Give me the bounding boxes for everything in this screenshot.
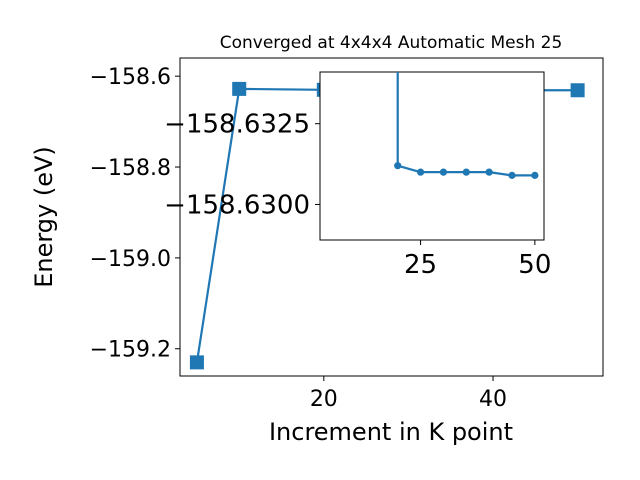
chart-title: Converged at 4x4x4 Automatic Mesh 25 [220,33,563,53]
y-axis-label: Energy (eV) [30,146,58,288]
main-y-tick-label: −159.2 [90,338,171,363]
main-data-point [232,81,247,96]
inset-data-point [531,171,539,179]
inset-y-tick-label: −158.6300 [164,190,310,220]
inset-series-line [396,72,535,177]
main-y-tick-label: −159.0 [90,247,171,272]
inset-ticks: 25 50 −158.6325 −158.6300 [164,110,551,280]
inset-data-point [485,168,493,176]
inset-data-point [439,168,448,176]
main-ticks: 20 40 −158.6 −158.8 −159.0 −159.2 [90,65,507,412]
x-axis-label: Increment in K point [269,418,513,446]
inset-data-point [416,168,425,176]
inset-y-tick-label: −158.6325 [164,110,310,140]
main-x-tick-label: 40 [479,387,507,412]
inset-series [394,72,539,179]
inset-data-point [462,168,470,176]
inset-data-point [508,171,516,179]
main-x-tick-label: 20 [310,387,338,412]
inset-axes: 25 50 −158.6325 −158.6300 [164,71,551,280]
main-y-tick-label: −158.8 [90,156,171,181]
inset-data-point [394,162,402,170]
main-y-tick-label: −158.6 [90,65,171,90]
inset-x-tick-label: 25 [404,250,437,280]
main-data-point [189,355,204,370]
inset-plot-area [319,71,545,241]
main-data-point [570,83,585,98]
inset-x-tick-label: 50 [518,250,551,280]
